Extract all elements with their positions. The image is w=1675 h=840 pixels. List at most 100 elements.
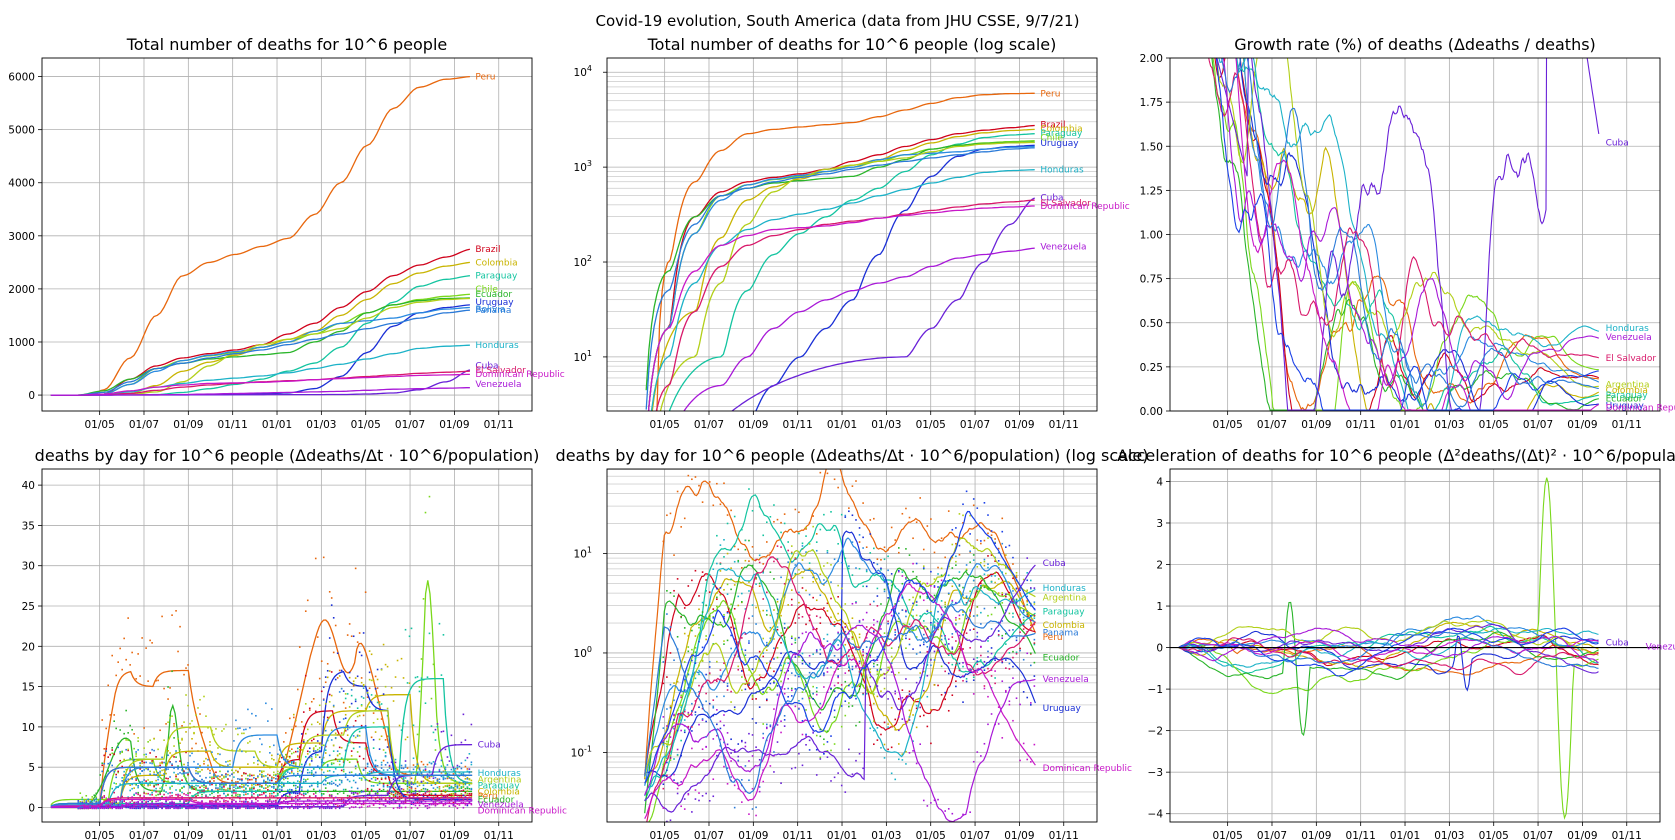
daily-dot [370, 785, 373, 787]
daily-dot [388, 764, 391, 767]
daily-dot [157, 800, 159, 802]
dailylog-dot [733, 654, 736, 657]
dailylog-dot [751, 718, 754, 720]
daily-dot [400, 764, 403, 767]
dailylog-dot [719, 738, 722, 741]
dailylog-dot [1001, 542, 1004, 545]
daily-ytick-label: 40 [22, 480, 35, 492]
daily-dot [253, 787, 255, 790]
dailylog-dot [844, 791, 847, 793]
dailylog-dot [833, 776, 836, 779]
daily-dot [426, 796, 429, 798]
daily-dot [298, 759, 301, 761]
dailylog-dot [894, 631, 897, 634]
dailylog-dot [922, 714, 925, 717]
daily-dot [358, 734, 361, 737]
daily-dot [211, 800, 213, 802]
daily-dot [446, 798, 449, 801]
daily-dot [151, 789, 153, 792]
daily-dot [135, 783, 137, 786]
dailylog-dot [769, 614, 772, 617]
daily-dot [105, 727, 108, 730]
dailylog-dot [930, 518, 932, 520]
daily-dot [400, 806, 403, 809]
daily-dot [356, 803, 359, 805]
daily-dot [316, 797, 319, 800]
dailylog-dot [794, 688, 797, 690]
dailylog-dot [812, 725, 814, 727]
daily-dot [404, 798, 407, 800]
daily-dot [173, 745, 175, 747]
dailylog-dot [833, 625, 836, 627]
growth-line-bolivia [1243, 58, 1600, 407]
dailylog-dot [1033, 623, 1036, 626]
dailylog-dot [815, 693, 818, 696]
daily-dot [135, 678, 137, 680]
dailylog-dot [972, 679, 975, 681]
daily-dot [165, 767, 167, 770]
dailylog-dot [1022, 605, 1025, 607]
total-label-dominican-republic: Dominican Republic [475, 370, 564, 380]
dailylog-dot [990, 554, 993, 556]
daily-dot [338, 675, 341, 677]
daily-dot [129, 768, 131, 770]
dailylog-dot [773, 578, 775, 580]
daily-dot [239, 778, 241, 781]
dailylog-dot [733, 515, 736, 518]
daily-dot [394, 794, 397, 796]
daily-dot [332, 782, 335, 784]
daily-dot [296, 767, 299, 770]
daily-dot [113, 753, 115, 755]
daily-dot [440, 674, 443, 676]
daily-dot [115, 786, 117, 788]
daily-dot [374, 759, 377, 762]
dailylog-dot [980, 611, 982, 614]
dailylog-dot [848, 748, 850, 751]
daily-dot [121, 776, 123, 779]
daily-dot [145, 801, 147, 803]
dailylog-dot [1015, 571, 1018, 574]
daily-dot [203, 763, 205, 765]
dailylog-dot [869, 685, 872, 688]
daily-dot [308, 771, 311, 774]
daily-dot [223, 799, 225, 801]
dailylog-dot [844, 603, 847, 605]
daily-dot [211, 751, 213, 753]
dailylog-dot [744, 678, 747, 681]
daily-dot [320, 804, 323, 806]
total-ytick-label: 1000 [8, 337, 35, 349]
daily-dot [259, 804, 261, 807]
daily-dot [444, 785, 447, 788]
dailylog-dot [933, 594, 936, 597]
dailylog-dot [1005, 579, 1007, 582]
daily-dot [346, 734, 349, 736]
daily-dot [187, 807, 189, 810]
daily-dot [257, 763, 259, 766]
dailylog-dot [748, 642, 750, 644]
daily-dot [386, 793, 389, 796]
daily-dot [263, 775, 265, 778]
daily-dot [163, 780, 165, 783]
daily-dot [109, 761, 112, 764]
dailylog-dot [997, 630, 1000, 632]
dailylog-dot [987, 723, 989, 726]
dailylog-dot [876, 670, 879, 673]
dailylog-dot [669, 512, 672, 515]
daily-dot [133, 764, 135, 766]
dailylog-dot [783, 662, 786, 665]
daily-dot [223, 807, 225, 810]
dailylog-dot [790, 767, 793, 770]
daily-dot [207, 807, 209, 810]
daily-dot [125, 802, 127, 804]
daily-dot [430, 793, 433, 795]
daily-dot [191, 752, 193, 755]
dailylog-dot [983, 687, 986, 690]
daily-dot [81, 806, 84, 808]
dailylog-dot [933, 551, 936, 554]
daily-dot [225, 776, 227, 778]
daily-dot [294, 789, 297, 792]
daily-dot [273, 777, 275, 779]
dailylog-dot [915, 562, 918, 565]
dailylog-dot [958, 634, 961, 637]
daily-dot [121, 780, 123, 782]
